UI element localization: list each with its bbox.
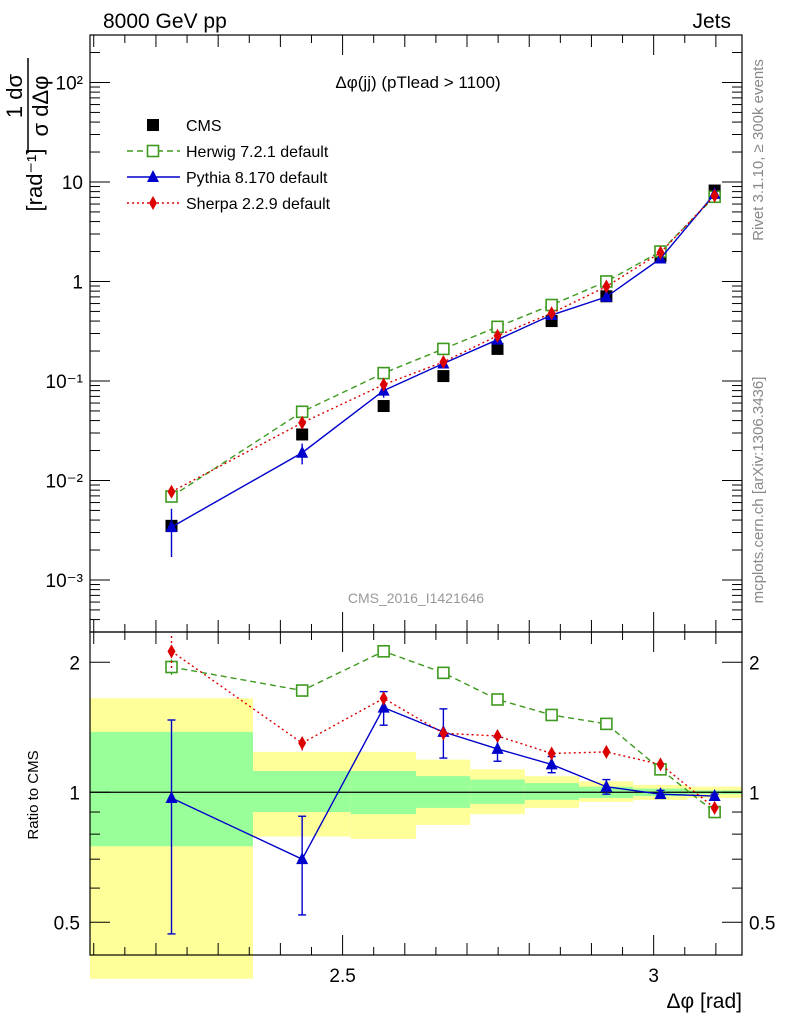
x-tick-label: 3 xyxy=(648,966,659,987)
x-axis-label: Δφ [rad] xyxy=(667,990,743,1013)
ratio-y-label: Ratio to CMS xyxy=(25,750,42,839)
x-tick-label: 2.5 xyxy=(329,966,355,987)
ratio-point-sherpa-2-2-9-default xyxy=(602,744,611,759)
y-tick-label: 10⁻² xyxy=(46,471,84,492)
ratio-point-pythia-8-170-default xyxy=(165,790,178,803)
ratio-point-sherpa-2-2-9-default xyxy=(298,736,307,751)
point-sherpa-2-2-9-default xyxy=(710,188,719,203)
point-sherpa-2-2-9-default xyxy=(439,355,448,370)
ratio-point-pythia-8-170-default xyxy=(600,779,613,792)
point-sherpa-2-2-9-default xyxy=(602,279,611,294)
ratio-point-sherpa-2-2-9-default xyxy=(547,746,556,761)
ratio-point-sherpa-2-2-9-default xyxy=(656,757,665,772)
ratio-point-pythia-8-170-default xyxy=(491,741,504,754)
point-cms xyxy=(491,342,504,355)
ratio-point-pythia-8-170-default xyxy=(654,787,667,800)
plot-title: Δφ(jj) (pTlead > 1100) xyxy=(335,73,500,92)
ratio-point-herwig-7-2-1-default xyxy=(377,645,390,658)
legend: CMS Herwig 7.2.1 default Pythia 8.170 defa… xyxy=(127,118,331,213)
legend-label-pythia-8-170-default: Pythia 8.170 default xyxy=(186,170,328,187)
ratio-point-pythia-8-170-default xyxy=(377,700,390,713)
point-sherpa-2-2-9-default xyxy=(379,377,388,392)
top-panel: 10⁻³ 10⁻² 10⁻¹ 1 10 10² xyxy=(46,34,743,633)
point-sherpa-2-2-9-default xyxy=(656,245,665,260)
y-tick-label: 10⁻¹ xyxy=(46,372,84,393)
band-green-1 xyxy=(253,771,351,813)
point-pythia-8-170-default xyxy=(165,520,178,533)
ratio-point-herwig-7-2-1-default xyxy=(600,717,613,731)
ratio-point-sherpa-2-2-9-default xyxy=(493,728,502,743)
ratio-point-pythia-8-170-default xyxy=(296,852,309,865)
legend-label-herwig-7-2-1-default: Herwig 7.2.1 default xyxy=(186,144,329,161)
ratio-panel: 0.5 0.5 1 1 2 2 2.5 3 xyxy=(54,631,775,987)
legend-label-sherpa-2-2-9-default: Sherpa 2.2.9 default xyxy=(186,196,331,213)
ratio-y-tick-label-left: 0.5 xyxy=(54,913,80,934)
ratio-y-tick-label-right: 0.5 xyxy=(749,913,775,934)
ratio-y-tick-label-left: 2 xyxy=(69,653,80,674)
ratio-y-tick-label-right: 1 xyxy=(749,783,760,804)
point-cms xyxy=(377,400,390,413)
y-label-sub: σ dΔφ xyxy=(28,76,53,137)
ratio-y-tick-label-left: 1 xyxy=(69,783,80,804)
side-label-bottom: mcplots.cern.ch [arXiv:1306.3436] xyxy=(750,377,767,604)
ratio-point-pythia-8-170-default xyxy=(545,757,558,770)
point-sherpa-2-2-9-default xyxy=(493,328,502,343)
point-pythia-8-170-default xyxy=(296,445,309,458)
point-herwig-7-2-1-default xyxy=(295,405,309,419)
point-herwig-7-2-1-default xyxy=(377,366,390,380)
ratio-point-sherpa-2-2-9-default xyxy=(710,800,719,815)
ratio-point-sherpa-2-2-9-default xyxy=(439,726,448,741)
ratio-point-herwig-7-2-1-default xyxy=(295,684,309,697)
ratio-frame xyxy=(89,631,743,956)
legend-marker-cms xyxy=(147,119,159,131)
band-green-5 xyxy=(524,783,579,800)
legend-label-cms: CMS xyxy=(186,118,222,135)
y-tick-label: 10² xyxy=(56,73,83,94)
y-label-main: 1 dσ xyxy=(2,74,27,119)
point-sherpa-2-2-9-default xyxy=(298,415,307,430)
side-label-top: Rivet 3.1.10, ≥ 300k events xyxy=(750,59,767,241)
ratio-point-sherpa-2-2-9-default xyxy=(379,691,388,706)
point-sherpa-2-2-9-default xyxy=(167,484,176,499)
series-line-herwig-7-2-1-default xyxy=(171,196,716,498)
category-label: Jets xyxy=(692,10,731,33)
ratio-point-pythia-8-170-default xyxy=(708,789,721,802)
ratio-y-tick-label-right: 2 xyxy=(749,653,760,674)
ratio-point-herwig-7-2-1-default xyxy=(437,666,450,680)
legend-marker-pythia-8-170-default xyxy=(147,170,159,182)
energy-label: 8000 GeV pp xyxy=(103,10,227,33)
ratio-point-herwig-7-2-1-default xyxy=(491,693,504,706)
point-cms xyxy=(296,428,309,441)
point-sherpa-2-2-9-default xyxy=(547,306,556,321)
y-label-unit: [rad⁻¹] xyxy=(22,149,47,212)
ratio-point-sherpa-2-2-9-default xyxy=(167,644,176,659)
ratio-line-herwig-7-2-1-default xyxy=(171,650,716,813)
legend-marker-sherpa-2-2-9-default xyxy=(149,196,157,210)
point-herwig-7-2-1-default xyxy=(437,342,450,356)
y-tick-label: 1 xyxy=(72,272,83,293)
legend-marker-herwig-7-2-1-default xyxy=(146,144,160,158)
y-tick-label: 10 xyxy=(62,173,83,194)
y-tick-label: 10⁻³ xyxy=(46,571,84,592)
watermark: CMS_2016_I1421646 xyxy=(348,590,484,606)
ratio-point-herwig-7-2-1-default xyxy=(545,708,558,722)
point-cms xyxy=(437,370,450,383)
point-pythia-8-170-default xyxy=(600,289,613,302)
